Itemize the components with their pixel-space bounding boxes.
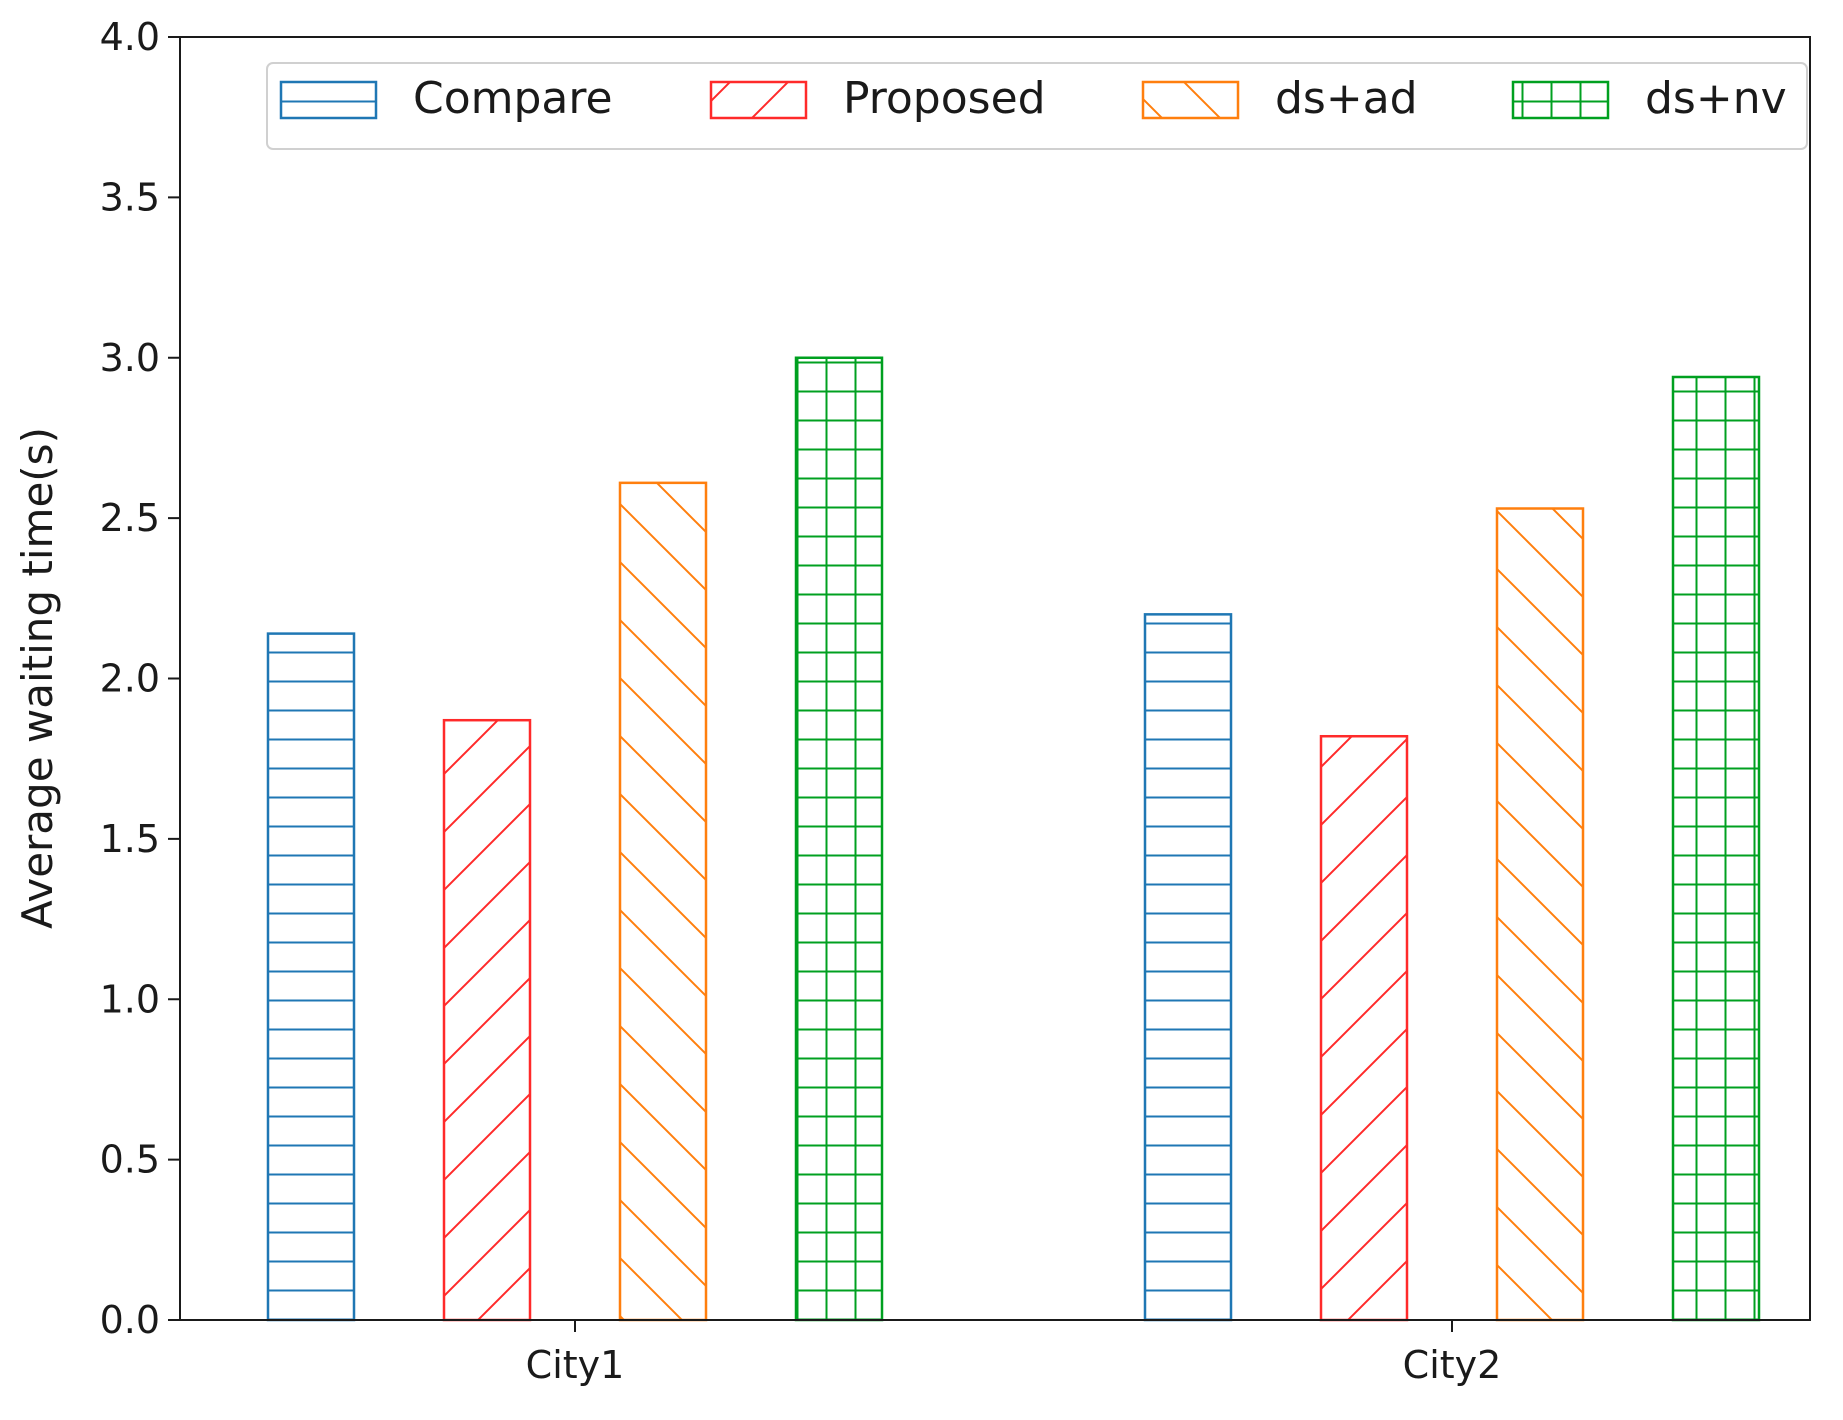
y-tick-label: 0.5 bbox=[100, 1138, 160, 1182]
y-tick-label: 3.5 bbox=[100, 175, 160, 219]
legend-swatch bbox=[1511, 80, 1610, 120]
bar-ds+nv-City1 bbox=[794, 356, 884, 1322]
bar-Compare-City2 bbox=[1143, 613, 1233, 1322]
legend-label: ds+ad bbox=[1275, 73, 1418, 124]
x-axis: City1 City2 bbox=[526, 1320, 1502, 1387]
y-axis-title: Average waiting time(s) bbox=[13, 427, 62, 929]
y-tick-label: 1.0 bbox=[100, 977, 160, 1021]
bar-ds+ad-City1 bbox=[618, 481, 708, 1322]
bar-Compare-City1 bbox=[266, 632, 356, 1322]
y-tick-label: 0.0 bbox=[100, 1298, 160, 1342]
y-tick-label: 2.0 bbox=[100, 657, 160, 701]
legend-box bbox=[266, 62, 1808, 150]
legend-label: Proposed bbox=[843, 73, 1046, 124]
bars bbox=[266, 356, 1761, 1322]
legend-swatch bbox=[1141, 80, 1240, 120]
bar-Proposed-City2 bbox=[1319, 734, 1409, 1322]
legend-swatch bbox=[709, 80, 808, 120]
bar-ds+ad-City2 bbox=[1495, 507, 1585, 1322]
y-tick-label: 3.0 bbox=[100, 336, 160, 380]
legend: Compare Proposed ds+ad ds+nv bbox=[266, 62, 1808, 150]
x-tick-label: City2 bbox=[1403, 1343, 1502, 1387]
y-tick-label: 1.5 bbox=[100, 817, 160, 861]
x-tick-label: City1 bbox=[526, 1343, 625, 1387]
bar-ds+nv-City2 bbox=[1671, 375, 1761, 1322]
legend-label: Compare bbox=[413, 73, 613, 124]
bar-Proposed-City1 bbox=[442, 718, 532, 1322]
y-tick-label: 4.0 bbox=[100, 15, 160, 59]
legend-swatch bbox=[279, 80, 378, 120]
y-axis: 0.0 0.5 1.0 1.5 2.0 2.5 3.0 3.5 4.0 bbox=[100, 15, 180, 1342]
y-tick-label: 2.5 bbox=[100, 496, 160, 540]
legend-label: ds+nv bbox=[1645, 73, 1787, 124]
